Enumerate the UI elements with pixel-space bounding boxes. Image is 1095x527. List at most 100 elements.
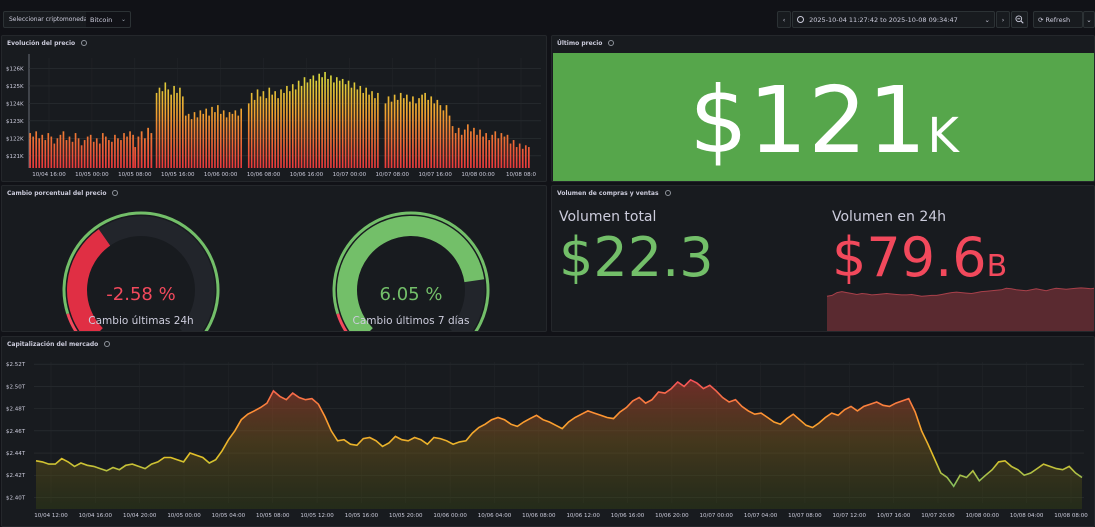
price-bar <box>225 117 228 168</box>
x-tick-label: 10/07 16:00 <box>418 172 452 178</box>
price-bar <box>126 136 128 168</box>
price-bar <box>291 84 294 168</box>
gauge-24h: -2.58 % Cambio últimas 24h <box>62 211 220 331</box>
price-bar <box>315 80 318 168</box>
x-tick-label: 10/07 00:00 <box>333 172 367 178</box>
price-bar <box>259 96 262 168</box>
price-bar <box>92 141 95 168</box>
y-tick-label: $123K <box>6 119 24 125</box>
price-bar <box>460 134 463 168</box>
price-bar <box>436 99 439 168</box>
price-bar <box>247 103 250 168</box>
x-tick-label: 10/07 04:00 <box>744 513 778 519</box>
price-bar <box>412 96 414 168</box>
price-bar <box>140 131 143 168</box>
price-bar <box>44 140 47 168</box>
x-tick-label: 10/07 16:00 <box>877 513 911 519</box>
chevron-down-icon: ⌄ <box>984 16 990 24</box>
price-bar <box>390 101 393 168</box>
price-bar <box>262 91 265 168</box>
panel-title-row: Cambio porcentual del precio <box>7 190 119 197</box>
price-bar <box>83 140 86 168</box>
market-cap-panel: Capitalización del mercado $2.52T $2.50T $… <box>1 336 1095 527</box>
gauge-24h-value: -2.58 % <box>106 284 175 305</box>
x-tick-label: 10/08 00:00 <box>461 172 495 178</box>
info-icon[interactable] <box>608 40 615 46</box>
x-tick-label: 10/06 08:00 <box>522 513 556 519</box>
clock-icon <box>797 16 804 23</box>
price-bar <box>442 110 445 168</box>
price-bar <box>283 92 285 168</box>
price-bar <box>277 98 279 168</box>
price-bar <box>143 138 146 168</box>
volume-24h-label: Volumen en 24h <box>832 209 947 225</box>
price-bar <box>74 133 77 168</box>
price-bar <box>253 99 256 168</box>
x-tick-label: 10/04 20:00 <box>123 513 157 519</box>
y-tick-label: $2.50T <box>6 384 26 390</box>
refresh-button[interactable]: ⟳ Refresh <box>1033 11 1083 28</box>
price-bar <box>368 94 370 168</box>
info-icon[interactable] <box>104 341 111 347</box>
time-range-picker[interactable]: 2025-10-04 11:27:42 to 2025-10-08 09:34:… <box>792 11 995 28</box>
price-bar <box>95 138 98 168</box>
price-bar <box>303 77 306 168</box>
price-bar <box>280 89 282 168</box>
price-bar <box>333 82 335 168</box>
price-bar <box>424 92 426 168</box>
info-icon[interactable] <box>112 190 119 196</box>
last-price-stat-bg: $121K <box>553 53 1094 181</box>
price-bar <box>518 143 521 168</box>
info-icon[interactable] <box>664 190 671 196</box>
price-bar <box>371 91 373 168</box>
y-tick-label: $2.48T <box>6 407 26 413</box>
price-bar <box>59 134 62 168</box>
gauge-7d: 6.05 % Cambio últimos 7 días <box>332 211 490 331</box>
price-bar <box>129 131 131 168</box>
price-bar <box>362 92 365 168</box>
price-bar <box>173 85 175 168</box>
price-bar <box>250 92 253 168</box>
time-range-back-button[interactable]: ‹ <box>777 11 791 28</box>
price-bar <box>503 136 506 168</box>
y-tick-label: $122K <box>6 136 24 142</box>
price-bar <box>427 99 430 168</box>
price-bar <box>399 92 402 168</box>
x-tick-label: 10/05 04:00 <box>212 513 246 519</box>
x-tick-label: 10/05 12:00 <box>300 513 334 519</box>
price-bar <box>208 115 210 168</box>
crypto-variable-select[interactable]: Bitcoin ⌄ <box>86 11 131 28</box>
price-bar <box>217 105 219 168</box>
price-bar <box>56 138 59 168</box>
price-bar <box>111 141 113 168</box>
x-tick-label: 10/05 16:00 <box>345 513 379 519</box>
price-bar <box>439 105 442 168</box>
time-range-forward-button[interactable]: › <box>996 11 1010 28</box>
price-bar <box>457 127 460 168</box>
x-tick-label: 10/06 16:00 <box>290 172 324 178</box>
info-icon[interactable] <box>81 40 88 46</box>
price-bar <box>515 147 518 168</box>
y-tick-label: $126K <box>6 66 24 72</box>
price-bar <box>68 136 71 168</box>
price-bar <box>445 105 448 168</box>
price-bar <box>387 96 390 168</box>
x-tick-label: 10/07 00:00 <box>699 513 733 519</box>
price-bar <box>199 110 202 168</box>
price-bar <box>32 136 34 168</box>
price-bar <box>476 134 478 168</box>
price-bar <box>179 87 181 168</box>
refresh-interval-dropdown[interactable]: ⌄ <box>1083 11 1095 28</box>
panel-title: Cambio porcentual del precio <box>7 190 107 197</box>
price-bar-chart: $126K $125K $124K $123K $122K $121K 10/04 16:… <box>6 54 541 178</box>
x-tick-label: 10/06 00:00 <box>433 513 467 519</box>
price-bar <box>105 136 107 168</box>
price-bar <box>268 87 271 168</box>
gauge-24h-label: Cambio últimas 24h <box>88 315 193 327</box>
price-bar <box>309 78 312 168</box>
panel-title: Evolución del precio <box>7 40 76 47</box>
price-bar <box>418 98 420 168</box>
price-bar <box>222 110 225 168</box>
y-tick-label: $2.52T <box>6 362 26 368</box>
zoom-out-button[interactable] <box>1011 11 1028 28</box>
